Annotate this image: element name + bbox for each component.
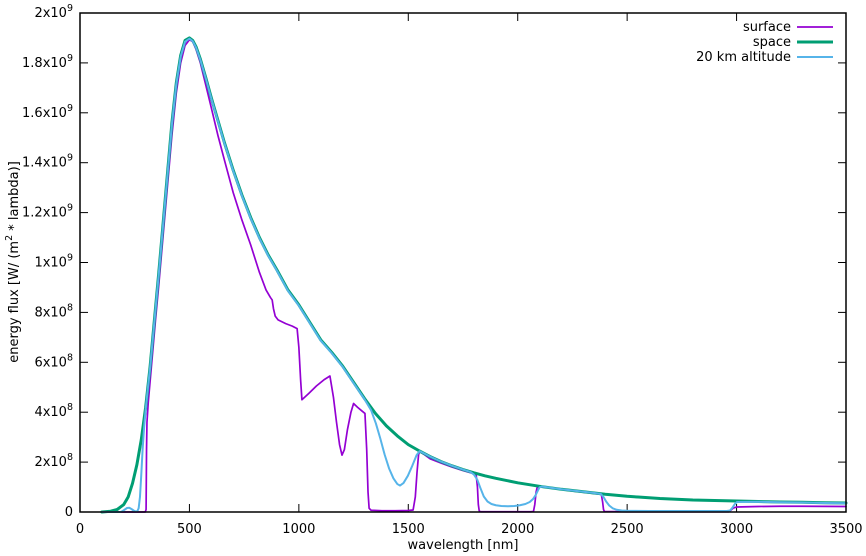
- y-tick-label: 8x108: [34, 302, 73, 320]
- x-tick-label: 1000: [282, 522, 315, 537]
- y-tick-label: 1x109: [34, 253, 73, 271]
- legend-label: 20 km altitude: [696, 50, 791, 65]
- y-tick-label: 4x108: [34, 402, 73, 420]
- axis-ticks: 0 500 1000 1500 2000 2500 3000 3500 0 2x108 4x108 6…: [22, 3, 863, 537]
- y-tick-label: 1.4x109: [22, 153, 73, 171]
- y-tick-label: 1.8x109: [22, 53, 73, 71]
- legend-item-surface: surface: [743, 20, 833, 35]
- x-tick-label: 3000: [720, 522, 753, 537]
- x-tick-label: 1500: [392, 522, 425, 537]
- x-tick-label: 0: [76, 522, 84, 537]
- y-tick-label: 2x108: [34, 452, 73, 470]
- y-tick-label: 0: [65, 505, 73, 520]
- y-tick-label: 2x109: [34, 3, 73, 21]
- x-tick-label: 2000: [501, 522, 534, 537]
- y-tick-label: 6x108: [34, 352, 73, 370]
- x-axis-label: wavelength [nm]: [408, 538, 519, 553]
- series-20-km-altitude-line: [100, 37, 847, 513]
- y-tick-label: 1.2x109: [22, 203, 73, 221]
- legend-item-space: space: [753, 35, 833, 50]
- series-lines: [100, 36, 848, 514]
- y-axis-label: energy flux [W/ (m2 * lambda)]: [4, 161, 22, 363]
- legend-item-20-km-altitude: 20 km altitude: [696, 50, 833, 65]
- x-tick-label: 2500: [611, 522, 644, 537]
- plot-border: [79, 12, 847, 513]
- x-tick-label: 3500: [829, 522, 862, 537]
- y-tick-label: 1.6x109: [22, 103, 73, 121]
- legend-label: space: [753, 35, 791, 50]
- legend-label: surface: [743, 20, 791, 35]
- x-tick-label: 500: [177, 522, 202, 537]
